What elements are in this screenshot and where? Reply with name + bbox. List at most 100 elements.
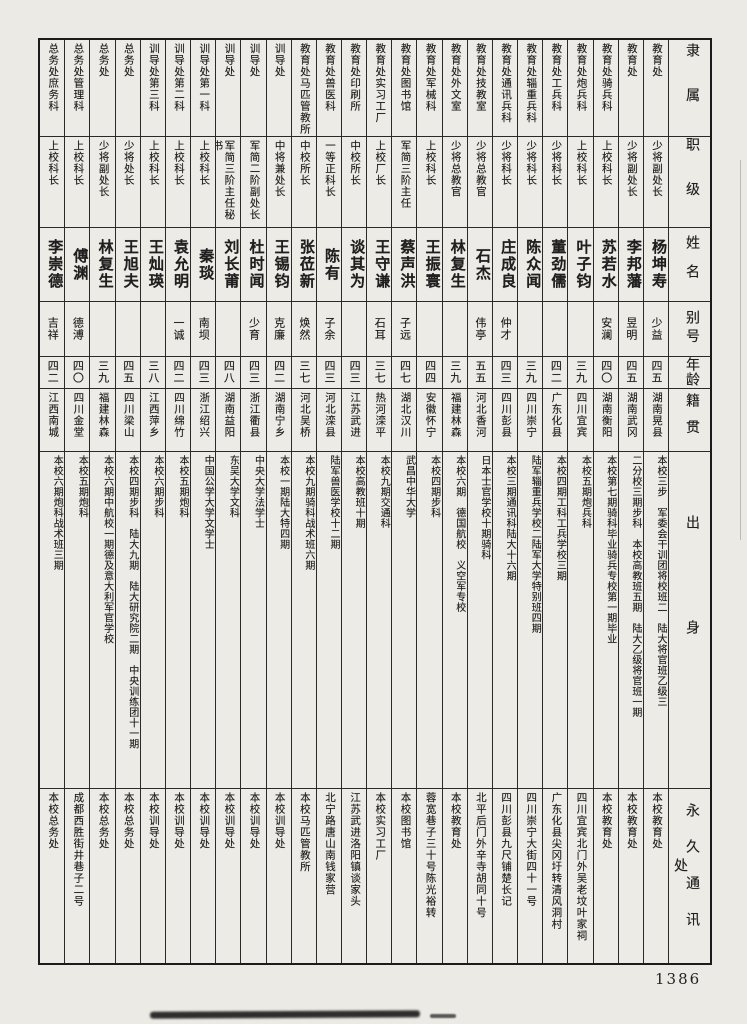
- person-column: 教育处 少将副处长 杨坤寿 少益 四五 湖南晃县 本校三步 军委会干训团将校班二…: [642, 40, 668, 963]
- page-number: 1386: [655, 970, 702, 988]
- person-address: 本校训导处: [173, 791, 185, 850]
- person-native-place: 湖北汉川: [392, 389, 417, 453]
- person-name: 袁允明: [165, 228, 191, 302]
- person-background: 本校九期交通科: [367, 452, 392, 789]
- person-address: 四川彭县九尺铺楚长记: [500, 791, 512, 907]
- person-background: 本校四期步科: [417, 452, 442, 789]
- person-name: 李邦藩: [618, 228, 643, 302]
- person-address: 本校总务处: [97, 791, 109, 850]
- person-age: 三九: [90, 357, 115, 389]
- person-rank: 少将副处长: [90, 137, 115, 229]
- person-rank: 中将兼处长: [266, 137, 291, 229]
- person-native-place: 四川崇宁: [518, 389, 543, 453]
- person-native-place: 湖南益阳: [216, 389, 241, 453]
- person-native-place: 四川绵竹: [165, 389, 191, 453]
- person-alias: 安澜: [593, 302, 618, 357]
- person-native-place: 湖南武冈: [618, 389, 643, 453]
- person-column: 总务处 少将处长 王旭夫 四五 四川梁山 本校四期步科 陆大九期 陆大研究院二期…: [114, 40, 140, 963]
- person-native-place: 浙江衢县: [241, 389, 266, 453]
- row-label-name: 姓名: [669, 228, 710, 302]
- person-native-place: 湖南晃县: [643, 389, 668, 453]
- person-age: 四二: [40, 357, 65, 389]
- person-age: 四二: [165, 357, 191, 389]
- person-rank: 少将科长: [518, 137, 543, 229]
- person-address: 成都西胜街井巷子二号: [72, 791, 84, 907]
- scan-smudge-dot-artifact: [430, 1014, 456, 1018]
- person-alias: 吉祥: [40, 302, 65, 357]
- person-native-place: 湖南宁乡: [266, 389, 291, 453]
- person-rank: 少将副处长: [643, 137, 668, 229]
- person-affiliation: 教育处技教室: [467, 40, 492, 137]
- person-alias: [442, 302, 467, 357]
- person-affiliation: 总务处: [115, 40, 140, 137]
- person-name: 秦琰: [191, 228, 216, 302]
- person-column: 教育处工兵科 少将科长 董劲儒 四二 广东化县 本校四期工科工兵学校三期 广东化…: [542, 40, 568, 963]
- person-name: 董劲儒: [543, 228, 568, 302]
- person-address: 四川崇宁大街四十一号: [525, 791, 537, 907]
- person-address: 本校图书馆: [399, 791, 411, 850]
- person-column: 教育处实习工厂 上校厂长 王守谦 石耳 三七 热河滦平 本校九期交通科 本校实习…: [366, 40, 392, 963]
- person-age: 四五: [643, 357, 668, 389]
- person-affiliation: 教育处通讯兵科: [492, 40, 518, 137]
- person-address: 本校教育处: [625, 791, 637, 850]
- person-alias: 焕然: [291, 302, 316, 357]
- person-background: 本校五期炮科: [65, 452, 90, 789]
- person-name: 杜时闻: [241, 228, 266, 302]
- person-column: 总务处 少将副处长 林复生 三九 福建林森 本校六期中航校一期德及意大利军官学校…: [89, 40, 115, 963]
- person-alias: 石耳: [367, 302, 392, 357]
- person-alias: 子远: [392, 302, 417, 357]
- person-affiliation: 训导处: [266, 40, 291, 137]
- person-alias: 少育: [241, 302, 266, 357]
- person-rank: 少将总教官: [467, 137, 492, 229]
- person-alias: 克廉: [266, 302, 291, 357]
- person-alias: 仲才: [492, 302, 518, 357]
- person-column: 训导处第一科 上校科长 秦琰 南坝 四三 浙江绍兴 中国公学大学文学士 本校训导…: [190, 40, 216, 963]
- person-affiliation: 总务处管理科: [65, 40, 90, 137]
- person-background: 二分校三期步科 本校高教班五期 陆大乙级将官班一期: [618, 452, 643, 789]
- person-age: 三七: [367, 357, 392, 389]
- person-name: 王振寰: [417, 228, 442, 302]
- person-address: 北宁路唐山南钱家营: [323, 791, 335, 896]
- person-affiliation: 训导处第一科: [191, 40, 216, 137]
- person-age: 四二: [266, 357, 291, 389]
- person-background: 中国公学大学文学士: [191, 452, 216, 789]
- person-age: 四七: [392, 357, 417, 389]
- person-native-place: 四川梁山: [115, 389, 140, 453]
- person-address: 本校总务处: [47, 791, 59, 850]
- person-rank: 上校科长: [191, 137, 216, 229]
- person-background: 本校九期骑科战术班六期: [291, 452, 316, 789]
- person-rank: 上校科长: [40, 137, 65, 229]
- person-alias: [115, 302, 140, 357]
- person-rank: 少将总教官: [442, 137, 467, 229]
- person-affiliation: 教育处印刷所: [341, 40, 367, 137]
- person-native-place: 广东化县: [543, 389, 568, 453]
- row-label-background: 出身: [669, 452, 710, 789]
- person-name: 林复生: [442, 228, 467, 302]
- person-column: 教育处炮兵科 上校科长 叶子钧 三九 四川宜宾 本校五期炮兵科 四川宜宾北门外吴…: [567, 40, 593, 963]
- person-column: 教育处通讯兵科 少将科长 庄成良 仲才 四三 四川彭县 本校三期通讯科陆大十六期…: [491, 40, 518, 963]
- person-background: 本校六期 德国航校 义空军专校: [442, 452, 467, 789]
- person-column: 训导处第三科 上校科长 王灿瑛 三八 江西萍乡 本校六期步科 本校训导处: [139, 40, 165, 963]
- row-label-native-place: 籍贯: [669, 389, 710, 453]
- person-age: 四五: [618, 357, 643, 389]
- person-age: 四三: [492, 357, 518, 389]
- person-age: 四四: [417, 357, 442, 389]
- person-alias: [90, 302, 115, 357]
- person-affiliation: 总务处庶务科: [40, 40, 65, 137]
- person-native-place: 江苏武进: [341, 389, 367, 453]
- row-label-age: 年龄: [669, 357, 710, 389]
- person-rank: 上校科长: [140, 137, 165, 229]
- person-rank: 上校科长: [568, 137, 593, 229]
- person-rank: 少将副处长: [618, 137, 643, 229]
- person-affiliation: 教育处外文室: [442, 40, 467, 137]
- person-alias: 南坝: [191, 302, 216, 357]
- person-affiliation: 训导处: [241, 40, 266, 137]
- person-name: 蔡声洪: [392, 228, 417, 302]
- person-address: 蓉宽巷子三十号陈光裕转: [424, 791, 436, 919]
- person-age: 四〇: [65, 357, 90, 389]
- person-alias: [568, 302, 593, 357]
- person-native-place: 河北香河: [467, 389, 492, 453]
- person-name: 王灿瑛: [140, 228, 165, 302]
- person-affiliation: 教育处军械科: [417, 40, 442, 137]
- person-affiliation: 教育处辎重兵科: [518, 40, 543, 137]
